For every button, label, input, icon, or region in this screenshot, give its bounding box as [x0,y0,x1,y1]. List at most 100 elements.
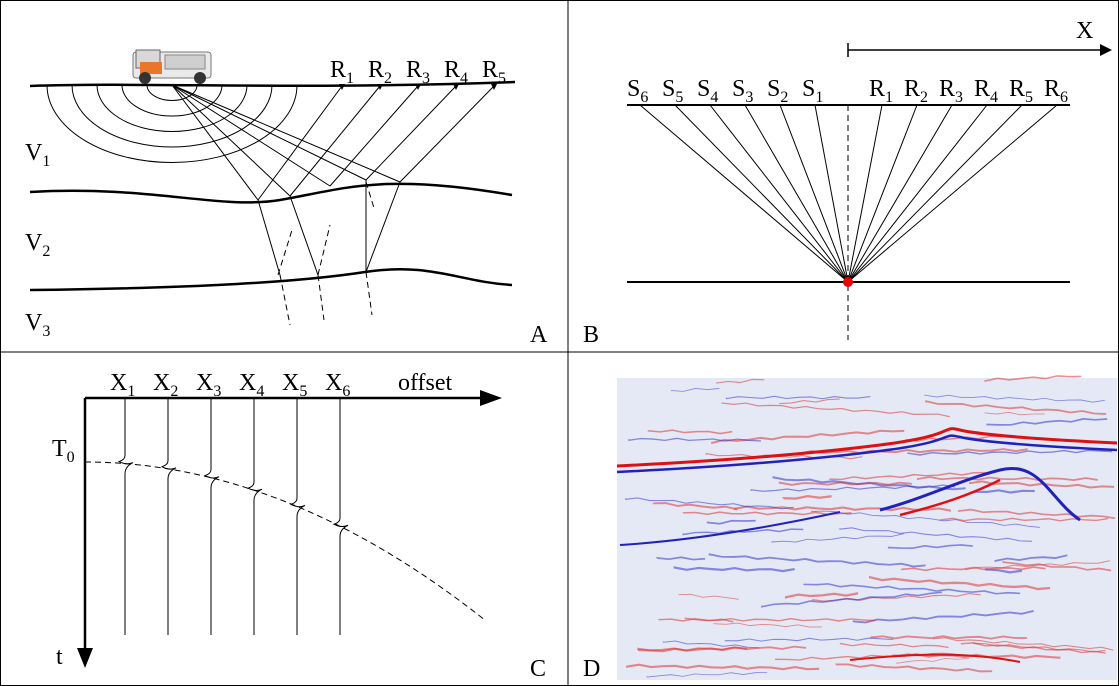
line [847,104,883,283]
receiver-label: R5 [1009,76,1033,106]
seismic-horizon [616,434,1118,474]
reflection-point [843,277,853,287]
source-label-main: S [627,76,640,102]
seismic-event [984,411,1045,416]
line [365,271,373,316]
source-label-sub: 5 [675,89,683,106]
layer-label-main: V [25,230,43,256]
seismic-event [711,429,905,445]
line [399,85,495,183]
receiver-label-main: R [444,57,460,83]
source-label-sub: 1 [815,89,823,106]
source-label-main: S [697,76,710,102]
seismic-event [839,642,949,648]
receiver-label: R6 [1044,76,1068,106]
seismic-event [870,635,1028,640]
seismic-event [779,398,840,405]
seismic-event [771,533,904,543]
receiver-label-main: R [330,57,346,83]
seismic-event [684,617,734,623]
receiver-label-main: R [1009,76,1025,102]
receiver-label: R2 [904,76,928,106]
line [847,104,918,283]
trace [203,398,220,635]
arrowhead [77,648,93,668]
receiver-label-sub: 4 [460,70,468,87]
arrowhead [1100,44,1112,56]
trace [289,398,306,635]
line [171,84,367,181]
seismic-event [708,553,926,568]
seismic-event [713,622,822,628]
seismic-section [616,375,1118,680]
seismic-event [916,476,1098,482]
receiver-label-main: R [974,76,990,102]
line [317,224,331,276]
receiver-label-sub: 2 [384,70,392,87]
line [847,104,988,283]
offset-label-sub: 2 [170,383,178,400]
line [171,84,401,183]
seismic-event [828,471,986,481]
source-label-main: S [662,76,675,102]
line [365,181,401,273]
line [847,104,953,283]
seismic-event [670,388,720,392]
offset-label-sub: 5 [299,383,307,400]
seismic-event [662,640,760,649]
offset-label: X5 [282,370,307,400]
offset-label: X2 [153,370,178,400]
seismic-event [900,566,1046,572]
seismic-event [715,378,765,384]
seismic-event [835,663,993,673]
receiver-label-sub: 6 [1060,89,1068,106]
offset-label-main: X [110,370,127,396]
offset-label-main: X [282,370,299,396]
seismic-horizon [849,653,1021,663]
receiver-marker [491,84,497,90]
seismic-event [721,402,950,418]
layer-label-main: V [25,140,43,166]
layer-label-sub: 2 [42,243,50,260]
line [847,104,1058,283]
receiver-label-sub: 1 [885,89,893,106]
layer-label-sub: 3 [42,323,50,340]
seismic-horizon [619,511,841,546]
seismic-event [782,494,832,500]
seismic-event [925,400,1107,415]
offset-label-main: X [325,370,342,396]
line [279,274,291,326]
receiver-marker [339,84,345,90]
seismic-event [932,637,1114,651]
seismic-event [1002,561,1112,572]
source-label: S1 [802,76,823,106]
receiver-marker [415,84,421,90]
vibroseis-truck [132,49,212,84]
wavefront [46,84,298,163]
seismic-event [969,480,1115,489]
receiver-label: R3 [406,57,430,87]
source-label: S3 [732,76,753,106]
offset-label-sub: 6 [342,383,350,400]
axis-label: offset [398,370,453,396]
offset-label-main: X [239,370,256,396]
seismic-event [706,519,756,525]
line [674,104,849,283]
layer-label-main: V [25,310,43,336]
seismic-event [972,642,1106,653]
t0-label: T0 [52,436,75,466]
seismic-event [839,527,1032,542]
source-label-sub: 2 [780,89,788,106]
seismic-event [724,637,894,642]
receiver-label-sub: 2 [920,89,928,106]
line [814,104,849,283]
offset-label: X1 [110,370,135,400]
offset-label-sub: 4 [256,383,264,400]
receiver-label-sub: 3 [422,70,430,87]
source-label: S6 [627,76,648,106]
offset-label-sub: 3 [213,383,221,400]
receiver-marker [377,84,383,90]
receiver-label-main: R [904,76,920,102]
seismic-event [868,575,1051,591]
